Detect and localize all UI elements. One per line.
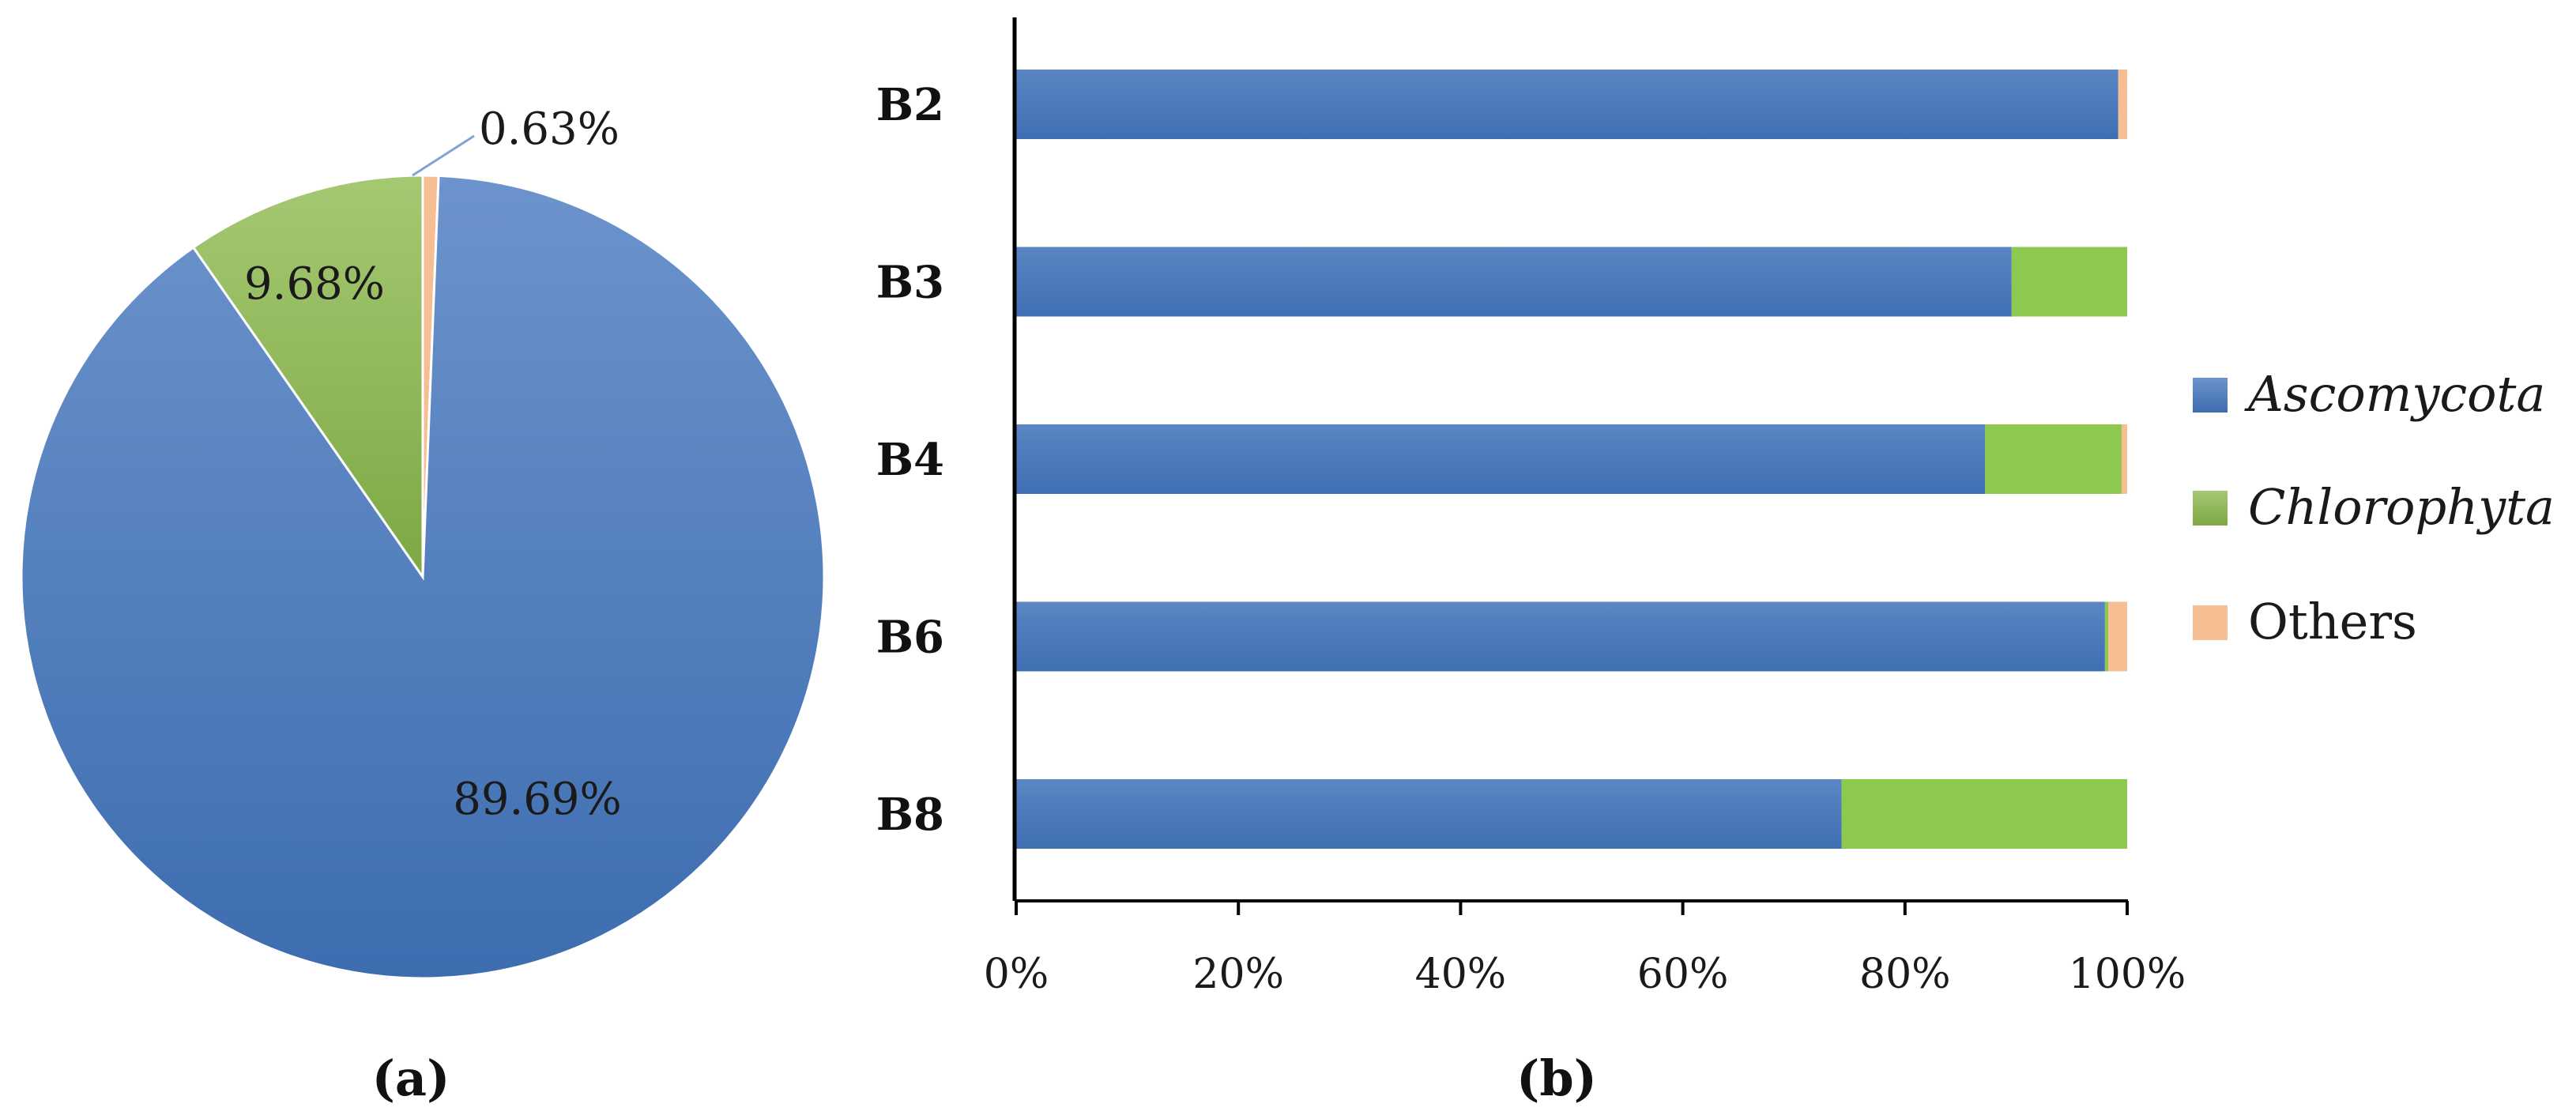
x-tick-label: 80% (1859, 951, 1951, 998)
x-tick-label: 100% (2069, 951, 2186, 998)
category-label-b3: B3 (876, 257, 944, 309)
legend: Ascomycota Chlorophyta Others (2193, 365, 2555, 650)
pie-slice-chlorophyta (191, 174, 424, 581)
bar-b2-others (2118, 70, 2127, 139)
slice-label-ascomycota: 89.69% (453, 774, 622, 825)
bar-b6-others (2108, 601, 2127, 672)
legend-swatch-ascomycota (2193, 378, 2228, 413)
legend-label-ascomycota: Ascomycota (2244, 365, 2545, 423)
x-tick-label: 40% (1415, 951, 1507, 998)
caption-a: (a) (372, 1049, 450, 1107)
bar-chart: 0% 20% 40% 60% 80% 100% B2 B3 B4 B6 B8 Ascomycota… (876, 17, 2555, 1107)
x-ticks: 0% 20% 40% 60% 80% 100% (984, 901, 2186, 998)
category-label-b8: B8 (876, 789, 944, 841)
bar-b6-chlorophyta (2104, 601, 2109, 672)
bar-b2-ascomycota (1016, 70, 2118, 139)
legend-swatch-others (2193, 605, 2228, 640)
category-label-b2: B2 (876, 79, 944, 131)
legend-label-chlorophyta: Chlorophyta (2248, 478, 2555, 536)
slice-label-chlorophyta: 9.68% (244, 258, 385, 310)
bar-b8-ascomycota (1016, 779, 1842, 849)
legend-swatch-chlorophyta (2193, 491, 2228, 526)
bar-b4-ascomycota (1016, 424, 1986, 494)
x-tick-label: 0% (984, 951, 1049, 998)
slice-leader-line (412, 134, 475, 177)
pie-chart: 89.69% 9.68% 0.63% (a) (20, 104, 826, 1107)
bar-b6-ascomycota (1016, 601, 2105, 672)
caption-b: (b) (1516, 1049, 1597, 1107)
bar-b3-chlorophyta (2011, 247, 2127, 317)
bar-b4-others (2121, 424, 2127, 494)
bar-b4-chlorophyta (1985, 424, 2122, 494)
x-tick-label: 20% (1192, 951, 1284, 998)
bars (1016, 70, 2127, 849)
x-tick-label: 60% (1637, 951, 1729, 998)
bar-b3-ascomycota (1016, 247, 2012, 317)
category-label-b4: B4 (876, 434, 944, 486)
pie-slices (20, 174, 826, 980)
legend-label-others: Others (2248, 593, 2417, 650)
category-labels: B2 B3 B4 B6 B8 (876, 79, 944, 841)
slice-label-others: 0.63% (479, 104, 620, 155)
category-label-b6: B6 (876, 612, 944, 664)
bar-b8-chlorophyta (1841, 779, 2127, 849)
